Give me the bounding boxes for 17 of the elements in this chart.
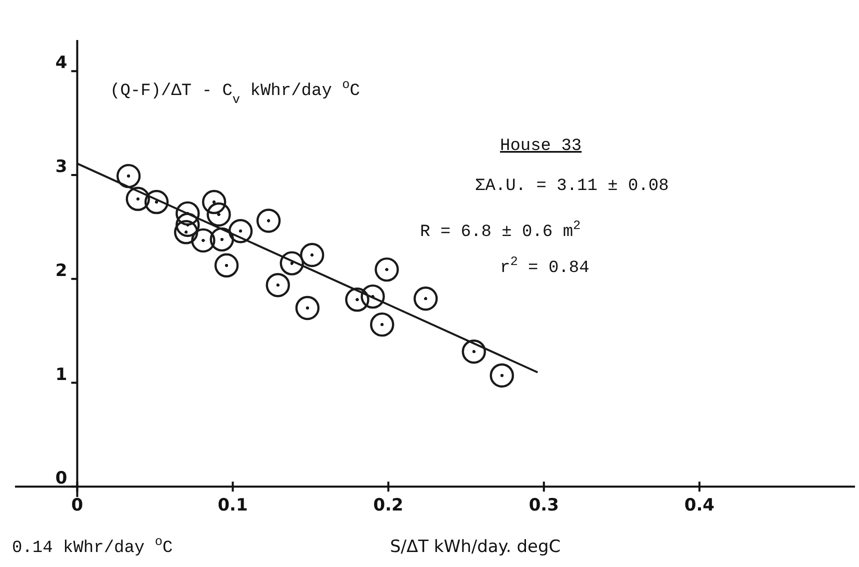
y-tick-label: 2 bbox=[55, 260, 68, 281]
annotation: ΣA.U. = 3.11 ± 0.08 bbox=[475, 177, 669, 196]
annotation: House 33 bbox=[500, 137, 582, 156]
x-tick-label: 0.4 bbox=[684, 496, 715, 516]
x-tick-label: 0.3 bbox=[528, 496, 559, 516]
y-tick-label: 4 bbox=[55, 53, 68, 74]
y-axis-title: (Q-F)/ΔT - C$_{v}$ kWhr/day $^{o}$C bbox=[110, 76, 360, 106]
y-tick-label: 1 bbox=[55, 364, 68, 385]
x-axis-title: S/ΔT kWh/day. degC bbox=[390, 537, 561, 557]
text: 0.14 kWhr/day $^{o}$C bbox=[12, 534, 173, 558]
x-tick-label: 0 bbox=[71, 496, 84, 516]
annotation: r$^{2}$ = 0.84 bbox=[500, 254, 590, 278]
y-tick-label: 3 bbox=[55, 157, 68, 178]
annotation: R = 6.8 ± 0.6 m$^{2}$ bbox=[420, 218, 581, 242]
x-tick-label: 0.1 bbox=[218, 496, 248, 516]
y-tick-label: 0 bbox=[55, 468, 68, 489]
x-tick-label: 0.2 bbox=[373, 496, 404, 516]
